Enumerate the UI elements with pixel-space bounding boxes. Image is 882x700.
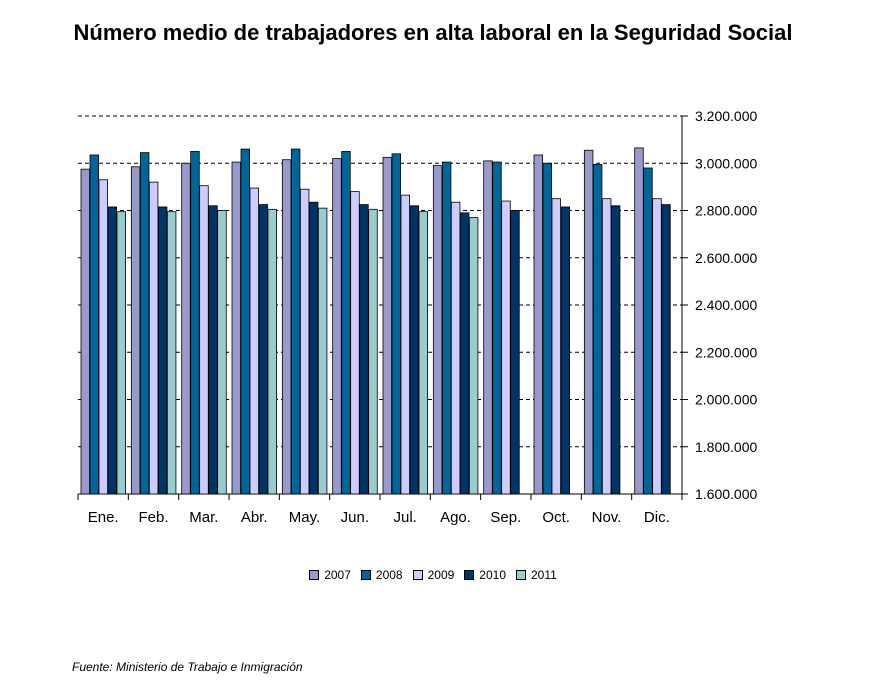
legend: 2007 2008 2009 2010 2011 — [0, 568, 866, 582]
legend-swatch — [516, 570, 526, 580]
legend-label: 2009 — [427, 568, 455, 582]
bar-2007 — [483, 160, 493, 495]
bar-2009 — [98, 179, 109, 495]
bar-2010 — [459, 212, 470, 495]
bar-2010 — [610, 205, 621, 495]
x-tick-label: Jul. — [393, 509, 416, 526]
x-tick-label: Sep. — [490, 509, 521, 526]
bar-2008 — [341, 151, 351, 495]
x-tick-label: Abr. — [241, 509, 268, 526]
bar-2008 — [542, 162, 553, 495]
y-tick-label: 3.000.000 — [695, 155, 757, 171]
bar-2011 — [368, 208, 378, 495]
legend-item: 2011 — [516, 568, 557, 582]
bar-2009 — [148, 181, 159, 495]
bar-2007 — [533, 154, 544, 495]
bar-2009 — [601, 198, 612, 495]
bar-2007 — [432, 165, 443, 495]
chart-title: Número medio de trabajadores en alta lab… — [73, 20, 793, 45]
bar-2010 — [308, 201, 319, 495]
bar-2008 — [492, 161, 502, 495]
bar-2008 — [592, 164, 603, 495]
bar-2009 — [501, 200, 511, 495]
legend-label: 2007 — [324, 568, 351, 582]
y-tick-label: 3.200.000 — [695, 108, 757, 124]
x-tick-label: Oct. — [542, 509, 570, 526]
legend-item: 2010 — [464, 568, 506, 582]
x-tick-label: Ene. — [88, 509, 119, 526]
bar-2008 — [643, 167, 653, 495]
bar-2009 — [450, 201, 461, 495]
bar-2007 — [634, 147, 644, 495]
bar-2010 — [258, 204, 269, 495]
bar-2010 — [359, 204, 369, 495]
bar-2009 — [199, 185, 209, 495]
y-tick-label: 2.400.000 — [695, 297, 757, 313]
legend-item: 2008 — [360, 568, 403, 582]
bar-2011 — [166, 211, 177, 495]
y-tick-label: 1.600.000 — [695, 486, 757, 502]
bar-2008 — [139, 152, 150, 495]
bar-2007 — [332, 158, 342, 495]
legend-swatch — [309, 570, 320, 580]
bar-2009 — [400, 194, 411, 495]
x-tick-label: Nov. — [592, 509, 622, 526]
legend-swatch — [412, 570, 423, 580]
bar-2011 — [418, 211, 429, 495]
bar-2011 — [116, 211, 127, 495]
bar-2009 — [299, 188, 310, 495]
bar-2010 — [107, 206, 118, 495]
bar-2010 — [409, 205, 420, 495]
y-tick-label: 1.800.000 — [695, 439, 757, 455]
x-tick-label: Feb. — [138, 509, 168, 526]
y-tick-label: 2.000.000 — [695, 392, 757, 408]
legend-label: 2011 — [531, 568, 557, 582]
bar-2008 — [190, 151, 200, 495]
bar-2007 — [281, 159, 292, 495]
bar-2010 — [157, 206, 168, 495]
bar-2007 — [231, 161, 242, 495]
x-tick-label: Jun. — [341, 509, 369, 526]
bar-2011 — [317, 207, 328, 495]
bar-2008 — [441, 161, 452, 495]
bar-2010 — [208, 205, 218, 495]
bar-2008 — [240, 148, 251, 495]
y-tick-label: 2.800.000 — [695, 203, 757, 219]
bar-2007 — [80, 168, 91, 495]
bar-2011 — [267, 208, 278, 495]
bar-2008 — [391, 153, 402, 495]
bar-2009 — [551, 198, 562, 495]
bar-2009 — [652, 198, 662, 495]
x-tick-label: May. — [289, 509, 320, 526]
bar-chart: 3.200.000 3.000.000 2.800.000 2.600.000 2.40… — [77, 108, 757, 526]
bar-2007 — [583, 149, 594, 495]
legend-item: 2007 — [309, 568, 351, 582]
bar-2009 — [249, 187, 260, 495]
bar-2011 — [217, 210, 227, 495]
x-tick-label: Dic. — [644, 509, 670, 526]
bar-2007 — [382, 156, 393, 495]
source-note: Fuente: Ministerio de Trabajo e Inmigrac… — [72, 660, 303, 674]
legend-swatch — [464, 570, 475, 580]
legend-label: 2008 — [375, 568, 403, 582]
bar-2007 — [130, 166, 141, 495]
bar-2008 — [290, 148, 301, 495]
bar-2010 — [510, 210, 520, 495]
x-tick-label: Ago. — [440, 509, 471, 526]
legend-label: 2010 — [479, 568, 506, 582]
y-tick-label: 2.200.000 — [695, 344, 757, 360]
bar-2010 — [560, 206, 571, 495]
y-tick-label: 2.600.000 — [695, 250, 757, 266]
x-tick-label: Mar. — [189, 509, 218, 526]
bar-2011 — [468, 217, 479, 495]
bar-2008 — [89, 154, 100, 495]
bar-2009 — [350, 191, 360, 495]
legend-swatch — [360, 570, 371, 580]
bar-2010 — [661, 204, 671, 495]
bar-2007 — [181, 162, 191, 495]
legend-item: 2009 — [412, 568, 455, 582]
